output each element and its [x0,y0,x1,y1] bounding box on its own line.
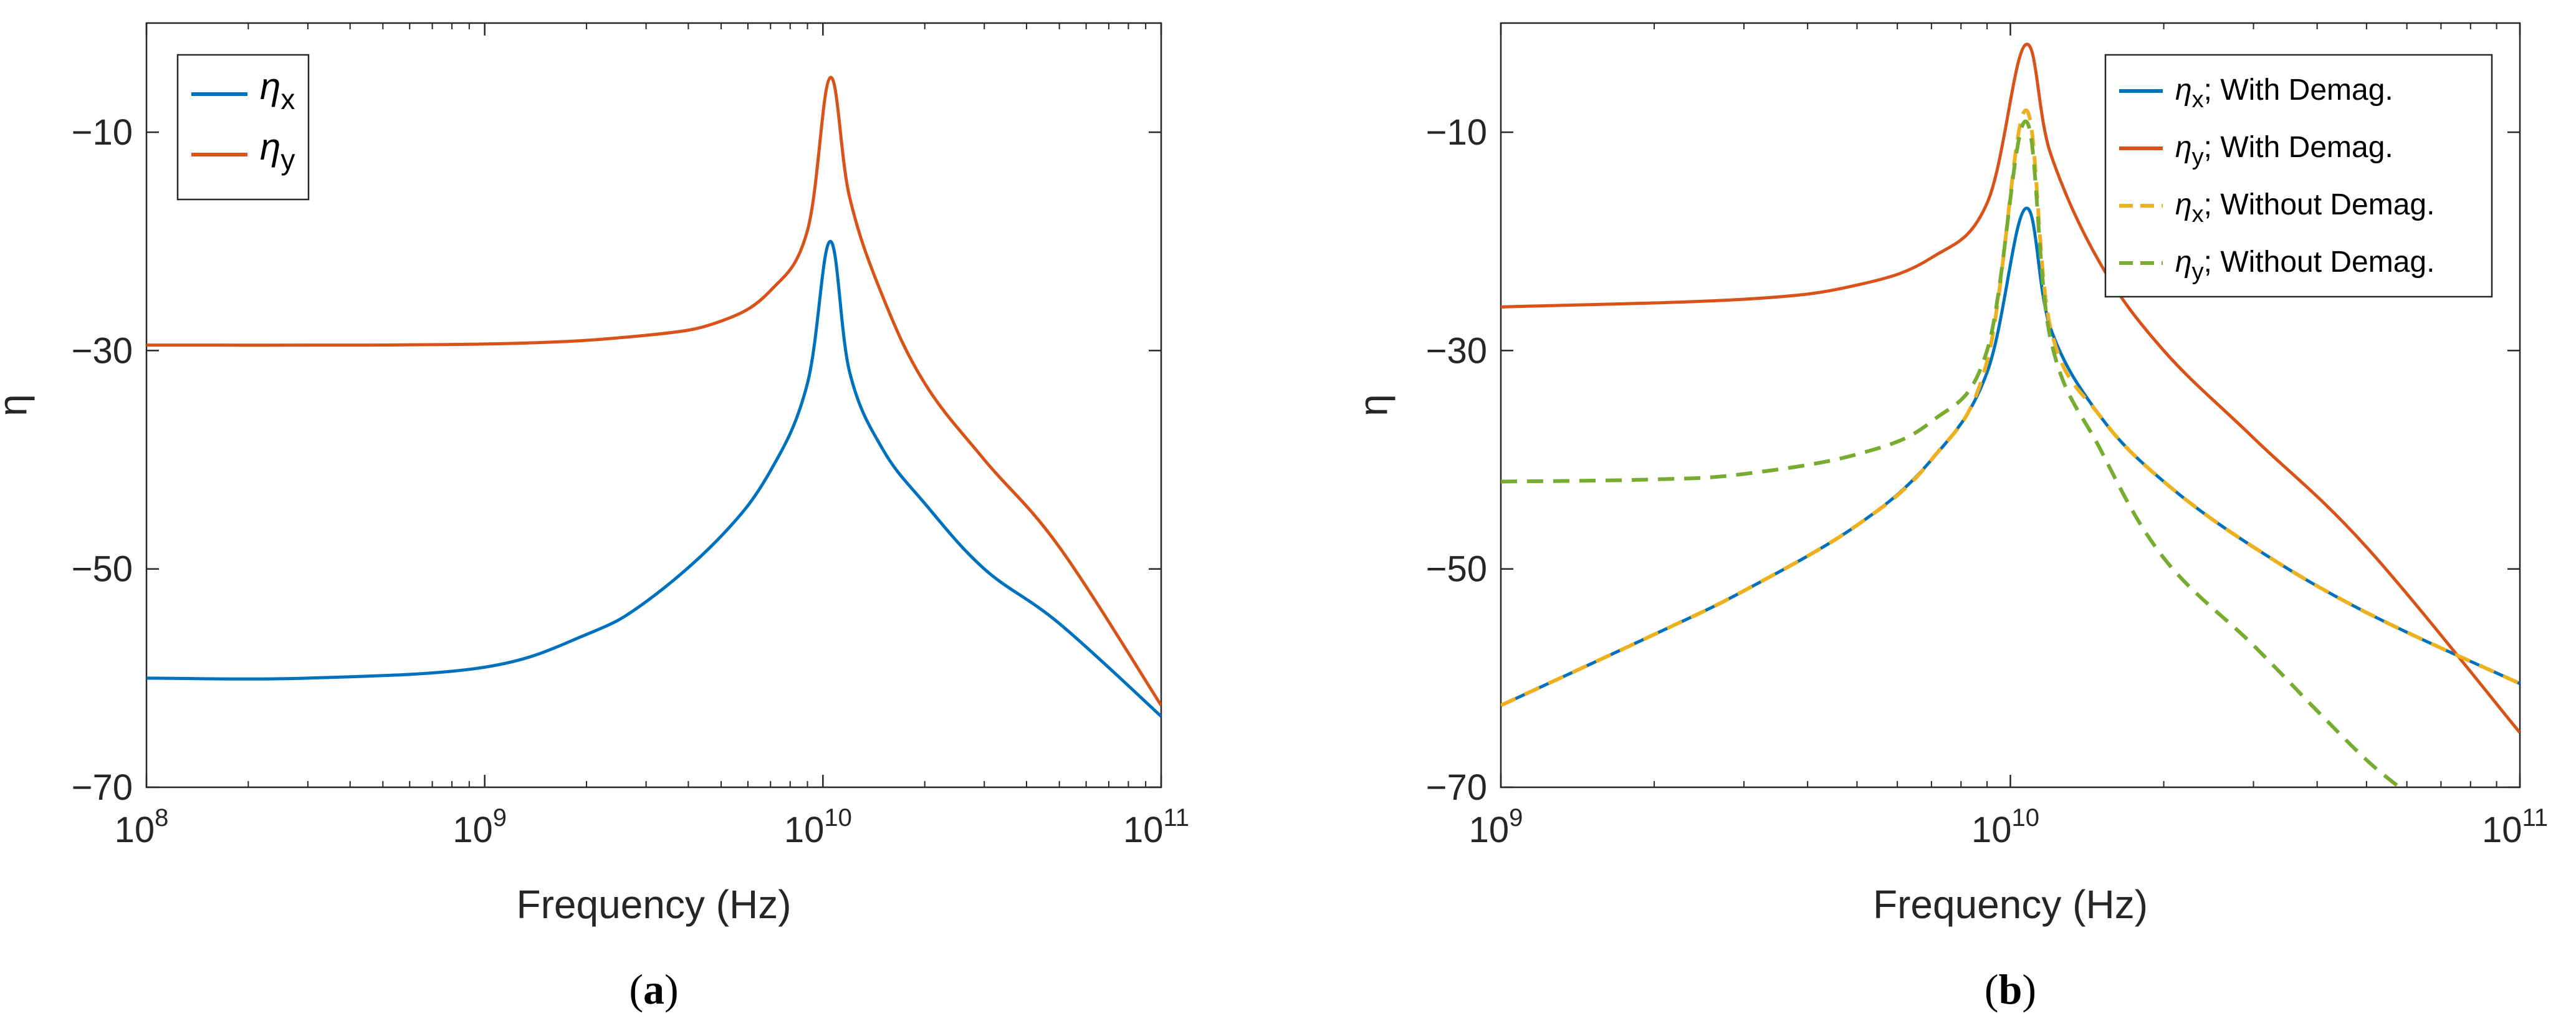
legend-box [176,54,310,201]
series-line-2 [146,76,1161,706]
series-group [146,76,1161,718]
x-tick-label: 109 [452,804,507,850]
legend-entry-1: ηx; With Demag. [2175,74,2393,113]
panel-label: (b) [1985,966,2036,1013]
x-tick-label: 1010 [784,804,852,850]
legend-entry-4: ηy; Without Demag. [2175,246,2435,285]
series-line-4 [1501,119,2401,787]
plot-area [145,22,1162,789]
legend-entry-1: ηx [260,65,295,115]
legend-box [2104,54,2493,298]
chart-panel-a: 108 109 1010 1011 −70 −50 −30 −10 Frequency (Hz)… [0,22,1189,1013]
legend-entry-2: ηy [260,126,295,176]
y-tick-label: −30 [72,330,133,371]
legend-entry-3: ηx; Without Demag. [2175,188,2435,228]
legend-entry-2: ηy; With Demag. [2175,131,2393,170]
x-tick-label: 1011 [2482,804,2548,850]
y-axis-label: η [0,394,35,416]
y-tick-label: −50 [72,549,133,590]
legend: ηx; With Demag. ηy; With Demag. ηx; Withou… [2104,54,2493,298]
y-tick-label: −70 [1426,767,1487,808]
y-axis-label: η [1351,394,1396,416]
x-tick-label: 109 [1469,804,1523,850]
series-group [1501,42,2520,787]
x-axis-label: Frequency (Hz) [517,882,792,927]
x-tick-label: 1011 [1123,804,1189,850]
panel-label: (a) [629,966,678,1013]
legend: ηx ηy [176,54,310,201]
chart-panel-b: 109 1010 1011 −70 −50 −30 −10 Frequency (Hz) η ηx… [1351,22,2548,1013]
series-line-2 [1501,42,2520,734]
x-tick-label: 108 [115,804,169,850]
series-line-3 [1501,108,2520,707]
x-tick-label: 1010 [1971,804,2039,850]
y-tick-label: −50 [1426,549,1487,590]
y-tick-label: −10 [72,112,133,153]
y-tick-label: −70 [72,767,133,808]
series-line-1 [146,239,1161,718]
y-tick-label: −30 [1426,330,1487,371]
y-tick-label: −10 [1426,112,1487,153]
x-axis-label: Frequency (Hz) [1873,882,2148,927]
